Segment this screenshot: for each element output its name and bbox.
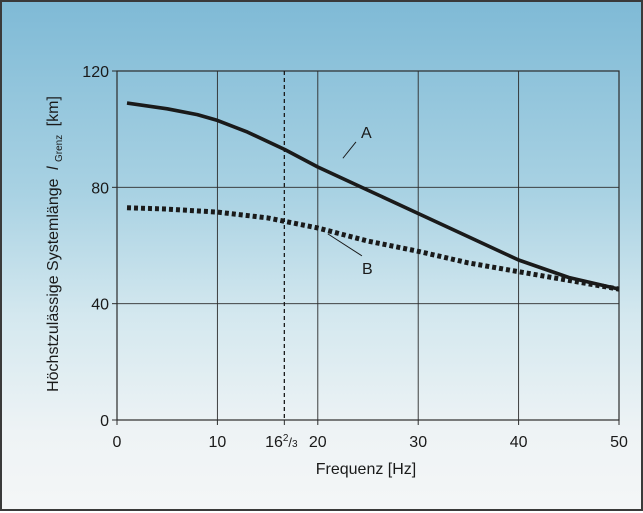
grid-lines (112, 70, 620, 425)
y-axis-title: Höchstzulässige Systemlänge l Grenz [km] (45, 96, 66, 392)
x-tick-label: 30 (409, 434, 427, 451)
series-line-b (126, 205, 620, 292)
x-tick-label-16-2-3: 162/3 (265, 433, 298, 451)
y-axis-title-unit: [km] (45, 96, 62, 126)
y-tick-label: 40 (91, 297, 109, 314)
series-labels: AB (327, 125, 373, 278)
x-tick-label: 40 (510, 434, 528, 451)
series-label-b: B (362, 261, 373, 278)
series-label-a: A (361, 125, 372, 142)
plot-area (116, 70, 620, 421)
x-tick-label: 0 (113, 434, 122, 451)
leader-line-b (327, 233, 363, 257)
series-layer (126, 101, 620, 292)
y-axis-title-symbol: l (45, 166, 62, 170)
x-axis-title: Frequenz [Hz] (316, 461, 416, 478)
plot-border (116, 70, 620, 421)
y-axis-title-main: Höchstzulässige Systemlänge (45, 178, 62, 392)
x-tick-label: 10 (209, 434, 227, 451)
y-axis-title-subscript: Grenz (54, 135, 65, 162)
series-line-a (126, 101, 620, 291)
x-tick-label: 50 (610, 434, 628, 451)
tick-labels: 0 10 20 30 40 50 0 40 80 120 162/3 (82, 64, 628, 451)
leader-line-a (342, 141, 357, 159)
y-tick-label: 120 (82, 64, 109, 81)
y-tick-label: 80 (91, 180, 109, 197)
x-tick-label: 20 (309, 434, 327, 451)
y-tick-label: 0 (100, 413, 109, 430)
